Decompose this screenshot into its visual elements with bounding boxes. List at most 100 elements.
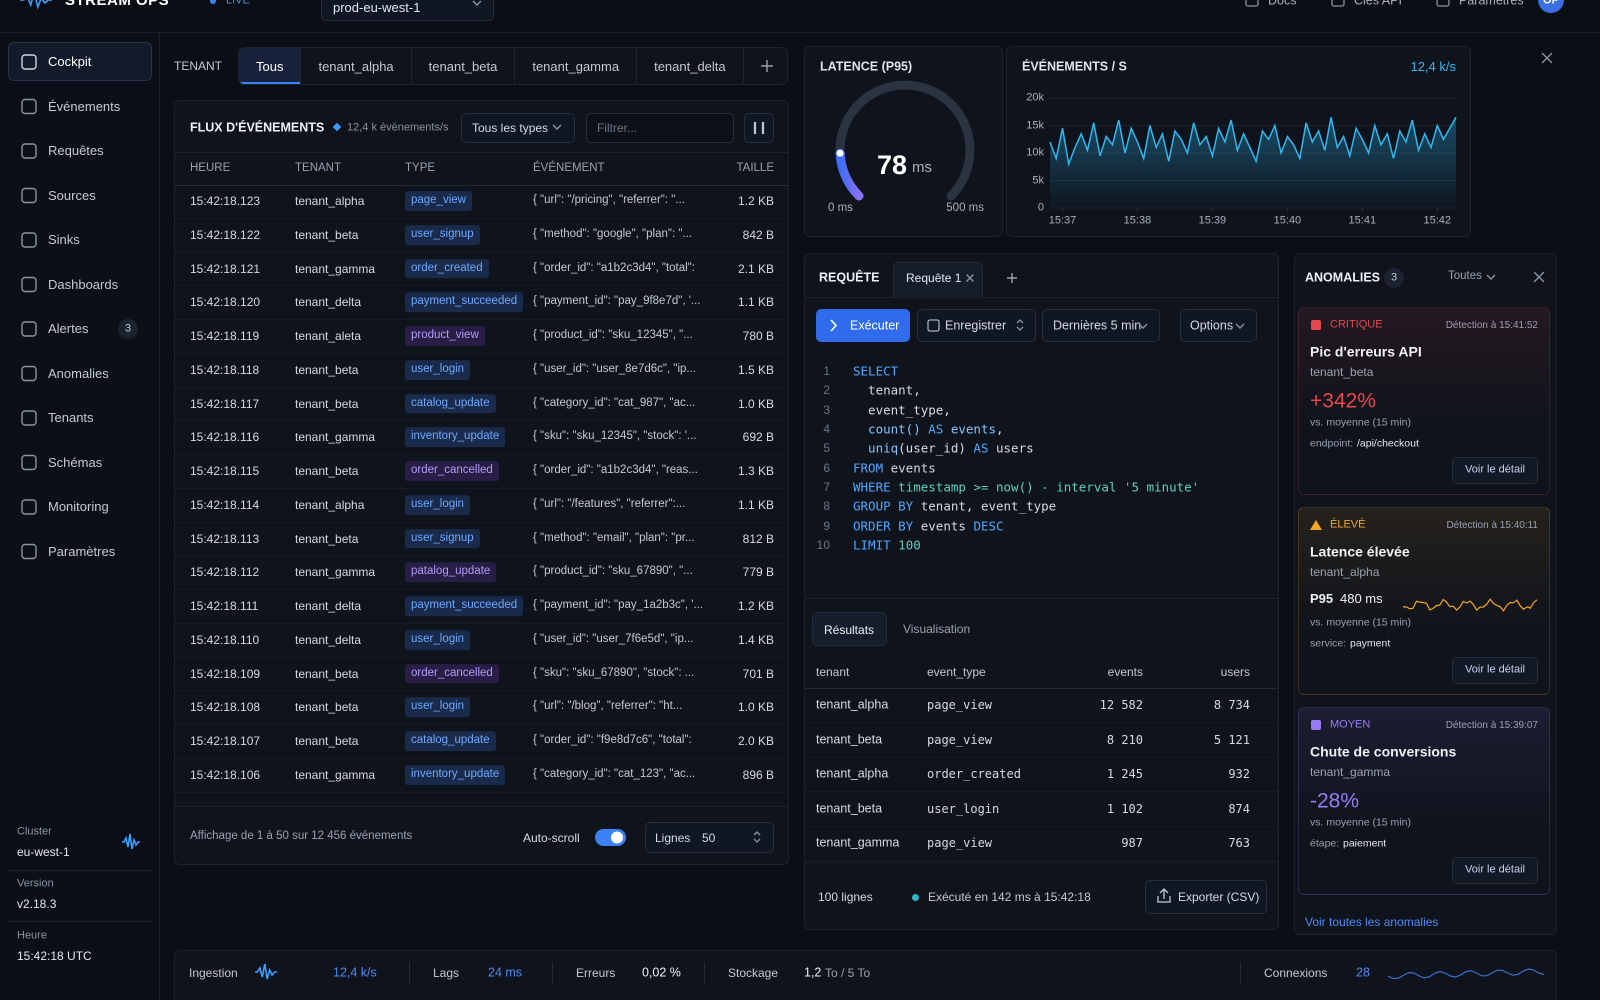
- top-link[interactable]: Clés API: [1354, 0, 1402, 8]
- results-tab-label: Résultats: [824, 622, 875, 637]
- result-row-divider: [805, 825, 1278, 827]
- event-time[interactable]: 15:42:18.108: [190, 700, 261, 715]
- anomaly-tenant: tenant_beta: [1310, 364, 1374, 379]
- event-time[interactable]: 15:42:18.121: [190, 261, 261, 276]
- code-line: FROM events: [853, 460, 936, 475]
- anomaly-detail-label: étape:: [1310, 837, 1340, 850]
- line-number: 9: [823, 518, 830, 533]
- event-time[interactable]: 15:42:18.116: [190, 430, 260, 445]
- anomaly-baseline: vs. moyenne (15 min): [1310, 816, 1411, 829]
- feed-summary: Affichage de 1 à 50 sur 12 456 événement…: [190, 830, 413, 843]
- status-divider: [704, 962, 705, 984]
- detail-button-label: Voir le détail: [1465, 863, 1525, 876]
- event-time[interactable]: 15:42:18.119: [190, 328, 260, 343]
- tenant-tab[interactable]: tenant_delta: [637, 48, 744, 84]
- tenant-tab[interactable]: tenant_gamma: [515, 48, 638, 84]
- result-row-divider: [805, 791, 1278, 792]
- avatar[interactable]: [1538, 0, 1564, 13]
- anomalies-title: ANOMALIES: [1305, 270, 1380, 285]
- event-time[interactable]: 15:42:18.114: [190, 497, 260, 512]
- lines-value[interactable]: 50: [702, 830, 716, 845]
- detail-button[interactable]: [1452, 857, 1538, 884]
- row-divider: [175, 454, 788, 456]
- visualisation-tab-label[interactable]: Visualisation: [903, 621, 971, 636]
- event-time[interactable]: 15:42:18.115: [190, 463, 260, 478]
- event-time[interactable]: 15:42:18.118: [190, 362, 260, 377]
- nav-label[interactable]: Sources: [48, 187, 96, 203]
- detail-button[interactable]: [1452, 457, 1538, 484]
- results-tab[interactable]: [812, 612, 887, 646]
- tenant-tab[interactable]: Tous: [239, 48, 302, 84]
- nav-label[interactable]: Sinks: [48, 232, 80, 248]
- nav-label[interactable]: Événements: [48, 98, 121, 114]
- event-payload: { "order_id": "f9e8d7c6", "total":: [533, 734, 692, 747]
- anomaly-title: Latence élevée: [1310, 543, 1410, 560]
- pause-button[interactable]: [744, 113, 774, 143]
- event-tenant: tenant_alpha: [295, 193, 365, 208]
- row-divider: [175, 420, 788, 422]
- row-divider: [175, 690, 788, 692]
- event-time[interactable]: 15:42:18.111: [190, 598, 259, 613]
- lines-select[interactable]: [645, 822, 774, 853]
- anomaly-title: Chute de conversions: [1310, 743, 1457, 760]
- event-time[interactable]: 15:42:18.123: [190, 193, 261, 208]
- event-time[interactable]: 15:42:18.106: [190, 767, 261, 782]
- anomalies-filter[interactable]: Toutes: [1448, 270, 1482, 283]
- nav-badge: [118, 319, 138, 339]
- code-token: uniq: [853, 440, 899, 456]
- nav-label[interactable]: Requêtes: [48, 143, 104, 159]
- top-link[interactable]: Paramètres: [1459, 0, 1524, 8]
- nav-label[interactable]: Cockpit: [48, 54, 92, 70]
- nav-label[interactable]: Alertes: [48, 321, 89, 337]
- event-time[interactable]: 15:42:18.107: [190, 733, 261, 748]
- export-label: Exporter (CSV): [1178, 889, 1260, 904]
- code-token: GROUP BY: [853, 498, 914, 514]
- column-header: TAILLE: [736, 162, 775, 175]
- query-tab[interactable]: [893, 262, 983, 297]
- x-tick-label: 15:41: [1348, 214, 1377, 227]
- nav-label[interactable]: Paramètres: [48, 543, 116, 559]
- event-type-badge: user_signup: [405, 528, 480, 549]
- environment-select[interactable]: [321, 0, 494, 21]
- event-time[interactable]: 15:42:18.122: [190, 227, 261, 242]
- x-tick-label: 15:38: [1123, 214, 1152, 227]
- autoscroll-toggle[interactable]: [595, 829, 626, 846]
- result-cell: 12 582: [1099, 697, 1143, 712]
- nav-label[interactable]: Anomalies: [48, 365, 109, 381]
- x-tick-label: 15:39: [1198, 214, 1227, 227]
- nav-label[interactable]: Dashboards: [48, 276, 119, 292]
- row-divider: [175, 656, 788, 658]
- y-tick-label: 15k: [1026, 118, 1044, 131]
- tenant-tab[interactable]: tenant_beta: [412, 48, 516, 84]
- result-cell: 1 102: [1106, 801, 1143, 816]
- top-link[interactable]: Docs: [1268, 0, 1297, 8]
- result-cell: 987: [1121, 835, 1143, 850]
- type-filter-label[interactable]: Tous les types: [472, 120, 549, 135]
- event-time[interactable]: 15:42:18.110: [190, 632, 260, 647]
- row-divider: [175, 757, 788, 759]
- event-time[interactable]: 15:42:18.117: [190, 396, 260, 411]
- event-time[interactable]: 15:42:18.109: [190, 666, 261, 681]
- nav-label[interactable]: Monitoring: [48, 499, 109, 515]
- anomaly-severity: MOYEN: [1330, 718, 1371, 731]
- code-line: event_type,: [853, 402, 951, 417]
- event-time[interactable]: 15:42:18.112: [190, 565, 260, 580]
- search-input[interactable]: [586, 113, 734, 143]
- nav-label[interactable]: Schémas: [48, 454, 103, 470]
- event-time[interactable]: 15:42:18.113: [190, 531, 260, 546]
- environment[interactable]: prod-eu-west-1: [333, 0, 421, 16]
- see-all-anomalies[interactable]: Voir toutes les anomalies: [1305, 914, 1439, 929]
- footer-value: v2.18.3: [17, 896, 57, 911]
- detail-button[interactable]: [1452, 657, 1538, 684]
- event-time[interactable]: 15:42:18.120: [190, 295, 261, 310]
- event-size: 896 B: [742, 767, 774, 782]
- row-divider: [175, 487, 788, 489]
- search-placeholder[interactable]: Filtrer...: [597, 120, 638, 135]
- tenant-tab[interactable]: tenant_alpha: [301, 48, 412, 84]
- event-size: 1.0 KB: [737, 700, 774, 715]
- result-cell: tenant_gamma: [816, 835, 900, 850]
- code-token: SELECT: [853, 363, 899, 379]
- nav-label[interactable]: Tenants: [48, 410, 94, 426]
- query-tab-label: Requête 1: [906, 270, 962, 285]
